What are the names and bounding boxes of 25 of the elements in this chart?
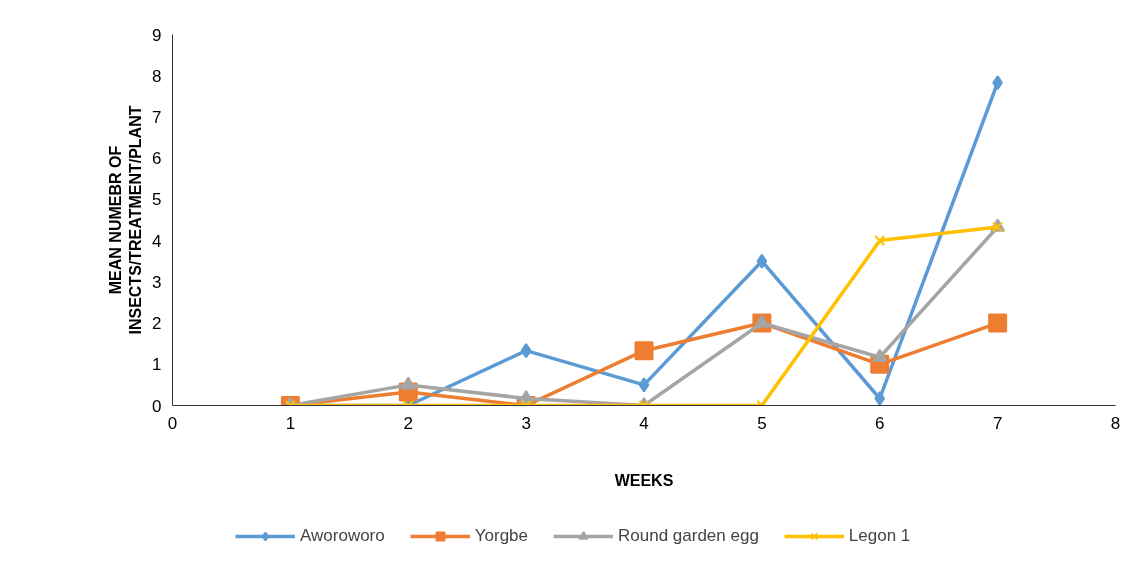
legend-label: Round garden egg xyxy=(618,526,759,546)
x-tick-label: 7 xyxy=(992,413,1003,433)
legend-label: Legon 1 xyxy=(848,526,911,546)
x-tick-label: 0 xyxy=(167,413,178,433)
x-tick-label: 6 xyxy=(875,413,885,433)
x-axis-title: WEEKS xyxy=(614,471,674,489)
y-tick-label: 3 xyxy=(152,272,162,292)
x-tick-label: 2 xyxy=(403,413,413,433)
x-tick-label: 4 xyxy=(639,413,649,433)
y-tick-label: 4 xyxy=(152,231,162,251)
y-tick-label: 5 xyxy=(152,190,162,210)
y-tick-label: 6 xyxy=(152,149,162,169)
y-tick-label: 8 xyxy=(152,66,162,86)
legend-label: Yorgbe xyxy=(474,526,528,546)
y-tick-label: 9 xyxy=(152,25,162,45)
y-tick-label: 0 xyxy=(152,396,162,416)
legend-label: Aworoworo xyxy=(300,526,385,546)
x-tick-label: 5 xyxy=(757,413,767,433)
y-tick-label: 7 xyxy=(152,107,162,127)
y-tick-label: 2 xyxy=(152,314,162,334)
x-tick-label: 3 xyxy=(521,413,531,433)
y-tick-label: 1 xyxy=(152,355,162,375)
y-axis-title: MEAN NUMEBR OF INSECTS/TREATMENT/PLANT xyxy=(106,105,145,335)
x-tick-label: 1 xyxy=(285,413,296,433)
x-tick-label: 8 xyxy=(1110,413,1121,433)
